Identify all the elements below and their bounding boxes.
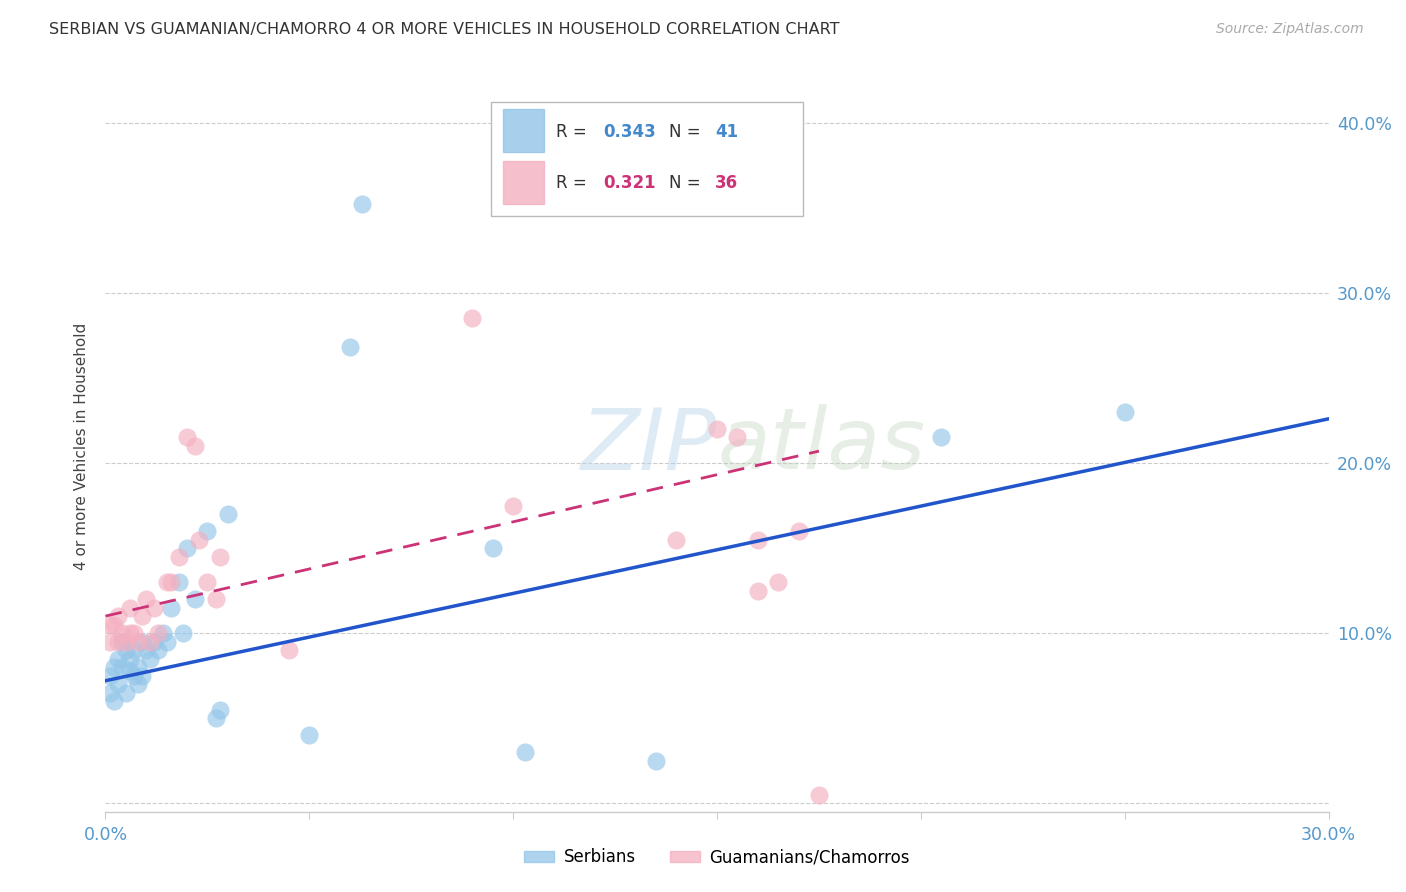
- Point: [1114, 405, 1136, 419]
- Point: [167, 549, 190, 564]
- Point: [787, 524, 810, 538]
- Point: [122, 643, 145, 657]
- Point: [111, 660, 134, 674]
- Point: [747, 533, 769, 547]
- Point: [197, 575, 219, 590]
- Point: [103, 617, 125, 632]
- Point: [115, 686, 138, 700]
- Point: [118, 600, 141, 615]
- Point: [807, 788, 830, 802]
- Point: [139, 651, 162, 665]
- Point: [184, 592, 207, 607]
- Text: SERBIAN VS GUAMANIAN/CHAMORRO 4 OR MORE VEHICLES IN HOUSEHOLD CORRELATION CHART: SERBIAN VS GUAMANIAN/CHAMORRO 4 OR MORE …: [49, 22, 839, 37]
- Point: [148, 643, 170, 657]
- Point: [339, 340, 361, 354]
- Point: [143, 600, 166, 615]
- Legend: Serbians, Guamanians/Chamorros: Serbians, Guamanians/Chamorros: [517, 841, 917, 873]
- Text: atlas: atlas: [717, 404, 925, 488]
- Point: [143, 634, 166, 648]
- Point: [107, 634, 129, 648]
- Point: [131, 668, 153, 682]
- Point: [278, 643, 301, 657]
- Point: [159, 575, 181, 590]
- Point: [103, 660, 125, 674]
- Point: [115, 634, 138, 648]
- Point: [118, 664, 141, 678]
- Point: [159, 600, 181, 615]
- Point: [481, 541, 505, 555]
- Text: Source: ZipAtlas.com: Source: ZipAtlas.com: [1216, 22, 1364, 37]
- Point: [131, 634, 153, 648]
- Point: [98, 686, 121, 700]
- Point: [127, 660, 149, 674]
- Point: [152, 626, 174, 640]
- Point: [107, 609, 129, 624]
- Point: [747, 583, 769, 598]
- Point: [122, 668, 145, 682]
- Point: [197, 524, 219, 538]
- Point: [298, 728, 321, 742]
- Point: [127, 634, 149, 648]
- Point: [118, 651, 141, 665]
- Point: [167, 575, 190, 590]
- Point: [208, 549, 231, 564]
- Point: [768, 575, 790, 590]
- Point: [208, 703, 231, 717]
- Point: [176, 430, 198, 444]
- Point: [931, 430, 953, 444]
- Point: [176, 541, 198, 555]
- Point: [204, 592, 226, 607]
- Point: [352, 197, 374, 211]
- Point: [148, 626, 170, 640]
- Point: [139, 634, 162, 648]
- Point: [706, 422, 728, 436]
- Point: [184, 439, 207, 453]
- Point: [118, 626, 141, 640]
- Point: [135, 643, 157, 657]
- Point: [156, 634, 179, 648]
- Point: [515, 745, 537, 759]
- Point: [127, 677, 149, 691]
- Point: [644, 754, 668, 768]
- Point: [131, 609, 153, 624]
- Point: [188, 533, 211, 547]
- Point: [727, 430, 749, 444]
- Point: [103, 694, 125, 708]
- Point: [461, 311, 484, 326]
- Point: [111, 626, 134, 640]
- Y-axis label: 4 or more Vehicles in Household: 4 or more Vehicles in Household: [75, 322, 90, 570]
- Point: [217, 507, 239, 521]
- Point: [172, 626, 194, 640]
- Point: [111, 634, 134, 648]
- Point: [115, 643, 138, 657]
- Point: [665, 533, 688, 547]
- Point: [98, 668, 121, 682]
- Point: [204, 711, 226, 725]
- Point: [122, 626, 145, 640]
- Text: ZIP: ZIP: [581, 404, 717, 488]
- Point: [107, 651, 129, 665]
- Point: [98, 617, 121, 632]
- Point: [502, 499, 524, 513]
- Point: [135, 592, 157, 607]
- Point: [107, 677, 129, 691]
- Point: [98, 634, 121, 648]
- Point: [156, 575, 179, 590]
